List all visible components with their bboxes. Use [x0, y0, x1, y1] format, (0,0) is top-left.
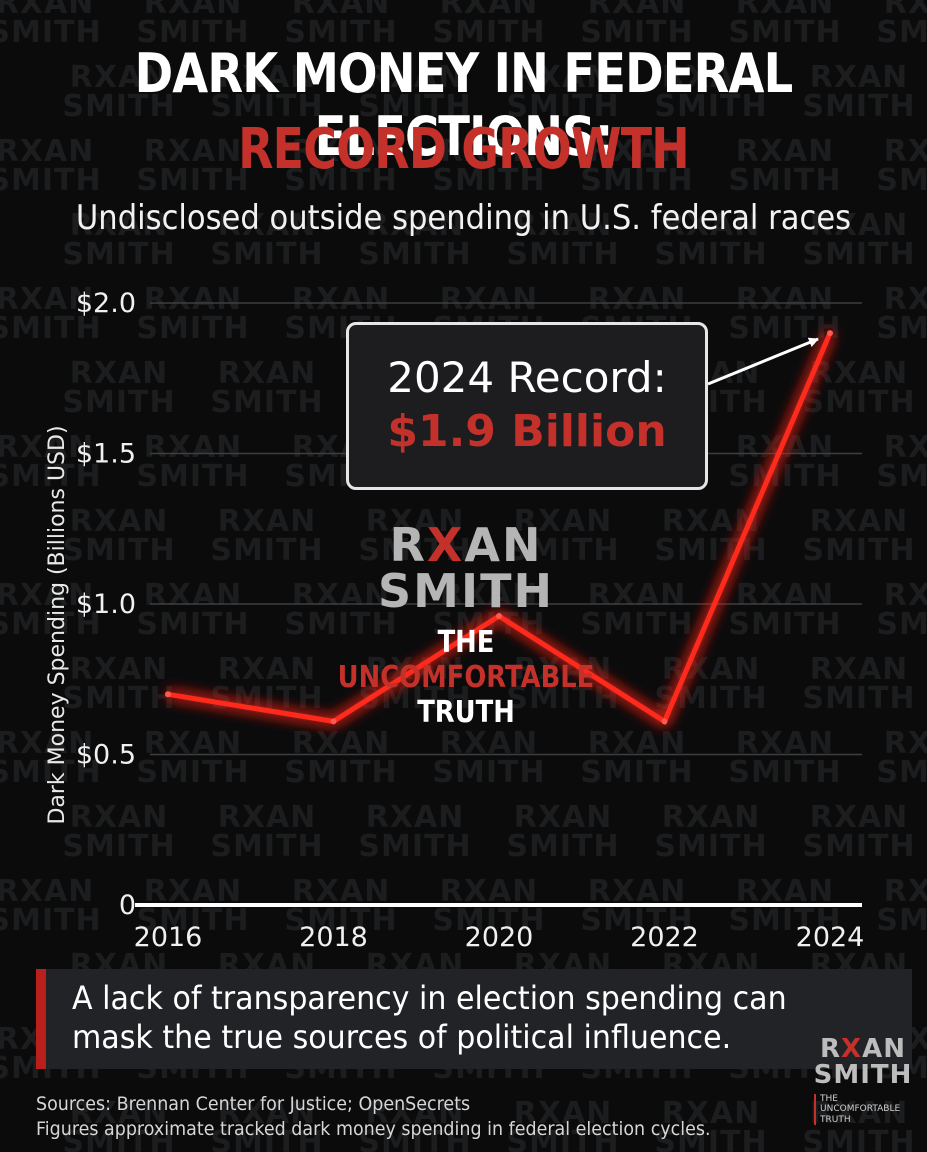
banner-text: A lack of transparency in election spend…	[72, 979, 787, 1057]
callout-line-1: 2024 Record:	[387, 353, 667, 402]
grid-lines	[135, 302, 862, 907]
y-tick-labels: 0 $0.5 $1.0 $1.5 $2.0	[76, 288, 136, 921]
corner-logo-x: X	[841, 1034, 863, 1064]
corner-logo: RXAN SMITH THE UNCOMFORTABLE TRUTH	[808, 1036, 918, 1126]
logo-name-r: R	[389, 518, 427, 572]
record-callout: 2024 Record: $1.9 Billion	[346, 322, 708, 490]
logo-name-an: AN	[464, 518, 543, 572]
line-chart: 0 $0.5 $1.0 $1.5 $2.0 2016 2018 2020 2022 2024 D…	[45, 288, 865, 953]
callout-arrow	[707, 337, 819, 386]
corner-logo-r: R	[820, 1034, 842, 1064]
logo-tagline-line-1: THE UNCOMFORTABLE	[320, 625, 612, 695]
banner-accent-bar	[36, 969, 46, 1069]
series-group	[165, 330, 833, 726]
brand-logo: RXAN SMITH THE UNCOMFORTABLE TRUTH	[296, 522, 636, 730]
logo-tagline-the: THE	[437, 625, 495, 660]
x-tick-label: 2016	[134, 922, 203, 953]
data-point	[496, 613, 502, 620]
y-tick-label: $2.0	[76, 288, 136, 319]
sources-note: Sources: Brennan Center for Justice; Ope…	[36, 1092, 711, 1141]
corner-logo-name-line-2: SMITH	[813, 1060, 913, 1090]
logo-name-x: X	[426, 518, 465, 572]
title-line-1: DARK MONEY IN FEDERAL ELECTIONS:	[134, 42, 794, 168]
callout-line-2: $1.9 Billion	[387, 406, 667, 457]
title-line-2: RECORD GROWTH	[238, 117, 690, 182]
x-tick-label: 2024	[796, 922, 865, 953]
logo-tagline-uncomfortable: UNCOMFORTABLE	[337, 659, 595, 695]
x-tick-label: 2018	[299, 922, 368, 953]
y-tick-label: $1.0	[76, 589, 136, 620]
logo-tagline-line-2: TRUTH	[417, 695, 515, 730]
x-tick-labels: 2016 2018 2020 2022 2024	[134, 922, 865, 953]
y-tick-label: $1.5	[76, 439, 136, 470]
corner-logo-name-line-1: RXAN	[808, 1036, 918, 1062]
message-banner: A lack of transparency in election spend…	[36, 969, 912, 1069]
y-tick-label: 0	[119, 890, 136, 921]
y-axis-label: Dark Money Spending (Billions USD)	[45, 425, 70, 824]
x-tick-label: 2020	[465, 922, 534, 953]
logo-name-line-2: SMITH	[378, 564, 554, 618]
corner-logo-tagline: THE UNCOMFORTABLE TRUTH	[814, 1094, 918, 1126]
chart-subtitle: Undisclosed outside spending in U.S. fed…	[75, 198, 852, 238]
data-point	[165, 691, 171, 698]
corner-logo-an: AN	[862, 1034, 906, 1064]
y-tick-label: $0.5	[76, 740, 136, 771]
data-point	[827, 330, 833, 337]
sources-line-1: Sources: Brennan Center for Justice; Ope…	[36, 1093, 471, 1115]
x-tick-label: 2022	[630, 922, 699, 953]
sources-line-2: Figures approximate tracked dark money s…	[36, 1117, 711, 1140]
data-point	[661, 718, 668, 725]
data-point	[330, 718, 337, 725]
logo-name-line-1: RXAN	[296, 522, 636, 568]
